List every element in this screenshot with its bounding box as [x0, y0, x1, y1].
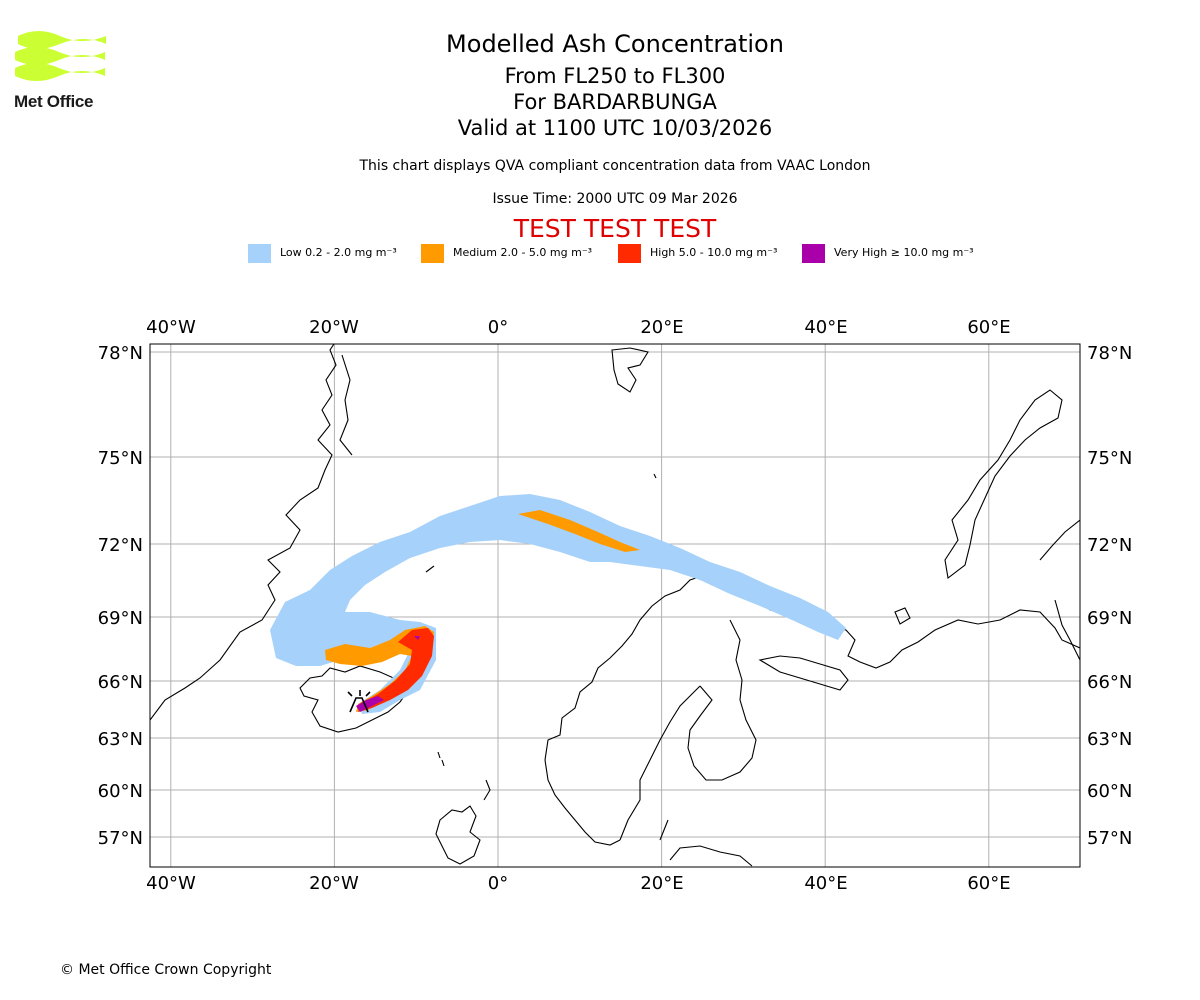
lat-label-right-63n: 63°N — [1087, 729, 1132, 750]
lat-label-left-78n: 78°N — [98, 343, 143, 364]
met-office-waves-icon — [15, 31, 106, 81]
kolguev — [894, 607, 911, 625]
baltic-coast — [669, 845, 753, 867]
yamal — [1054, 599, 1080, 661]
lat-label-right-72n: 72°N — [1087, 535, 1132, 556]
lat-label-left-69n: 69°N — [98, 608, 143, 629]
map-frame — [149, 343, 1081, 868]
chart-title: Modelled Ash Concentration — [446, 30, 784, 58]
novaya-zemlya — [944, 389, 1063, 579]
norway-south — [544, 759, 621, 846]
copyright: © Met Office Crown Copyright — [60, 962, 272, 978]
legend-label-very-high: Very High ≥ 10.0 mg m⁻³ — [834, 246, 974, 259]
lon-label-top-20w: 20°W — [309, 317, 359, 338]
lon-label-top-40e: 40°E — [804, 317, 847, 338]
subtitle: This chart displays QVA compliant concen… — [359, 158, 871, 174]
lon-label-bottom-0: 0° — [488, 873, 508, 894]
lon-label-bottom-20w: 20°W — [309, 873, 359, 894]
legend-swatch-low — [248, 244, 271, 263]
britain-coast — [435, 805, 481, 865]
kola-peninsula — [758, 655, 849, 691]
lon-label-bottom-60e: 60°E — [967, 873, 1010, 894]
lat-label-left-66n: 66°N — [98, 672, 143, 693]
legend-label-low: Low 0.2 - 2.0 mg m⁻³ — [280, 246, 397, 259]
norway-coast — [544, 571, 1080, 761]
vaygach — [1039, 519, 1080, 561]
lat-label-right-57n: 57°N — [1087, 828, 1132, 849]
faroe-islands — [437, 751, 445, 767]
met-office-logo: Met Office — [14, 30, 110, 114]
lon-label-top-0: 0° — [488, 317, 508, 338]
lat-label-right-66n: 66°N — [1087, 672, 1132, 693]
legend-label-high: High 5.0 - 10.0 mg m⁻³ — [650, 246, 778, 259]
sweden-coast — [619, 685, 701, 841]
lat-label-left-63n: 63°N — [98, 729, 143, 750]
ash-very-high-region — [356, 636, 420, 712]
lat-label-left-72n: 72°N — [98, 535, 143, 556]
valid-time: Valid at 1100 UTC 10/03/2026 — [457, 116, 773, 140]
lat-label-right-78n: 78°N — [1087, 343, 1132, 364]
lon-label-top-20e: 20°E — [640, 317, 683, 338]
legend-swatch-medium — [421, 244, 444, 263]
jan-mayen — [425, 565, 435, 573]
lon-label-bottom-20e: 20°E — [640, 873, 683, 894]
greenland-coast — [150, 344, 337, 721]
lon-label-top-40w: 40°W — [146, 317, 196, 338]
greenland-island — [339, 354, 353, 456]
lat-label-left-60n: 60°N — [98, 781, 143, 802]
svalbard — [611, 347, 649, 393]
lat-label-right-69n: 69°N — [1087, 608, 1132, 629]
lat-label-right-75n: 75°N — [1087, 448, 1132, 469]
volcano-marker-icon — [347, 690, 371, 713]
lon-label-bottom-40w: 40°W — [146, 873, 196, 894]
lat-label-left-75n: 75°N — [98, 448, 143, 469]
bear-island — [653, 473, 657, 479]
legend-swatch-very-high — [802, 244, 825, 263]
lon-label-top-60e: 60°E — [967, 317, 1010, 338]
gotland — [659, 819, 669, 841]
shetland — [483, 779, 491, 801]
volcano-name: For BARDARBUNGA — [513, 90, 717, 114]
logo-text: Met Office — [14, 92, 94, 111]
lat-label-left-57n: 57°N — [98, 828, 143, 849]
legend-swatch-high — [618, 244, 641, 263]
lat-label-right-60n: 60°N — [1087, 781, 1132, 802]
gulf-bothnia — [687, 619, 757, 781]
ash-plume — [270, 494, 846, 714]
legend-label-medium: Medium 2.0 - 5.0 mg m⁻³ — [453, 246, 593, 259]
iceland-coast — [299, 665, 411, 733]
ash-high-region — [358, 628, 434, 712]
issue-time: Issue Time: 2000 UTC 09 Mar 2026 — [492, 191, 738, 207]
test-banner: TEST TEST TEST — [513, 214, 717, 243]
lon-label-bottom-40e: 40°E — [804, 873, 847, 894]
flight-level-range: From FL250 to FL300 — [504, 64, 726, 88]
